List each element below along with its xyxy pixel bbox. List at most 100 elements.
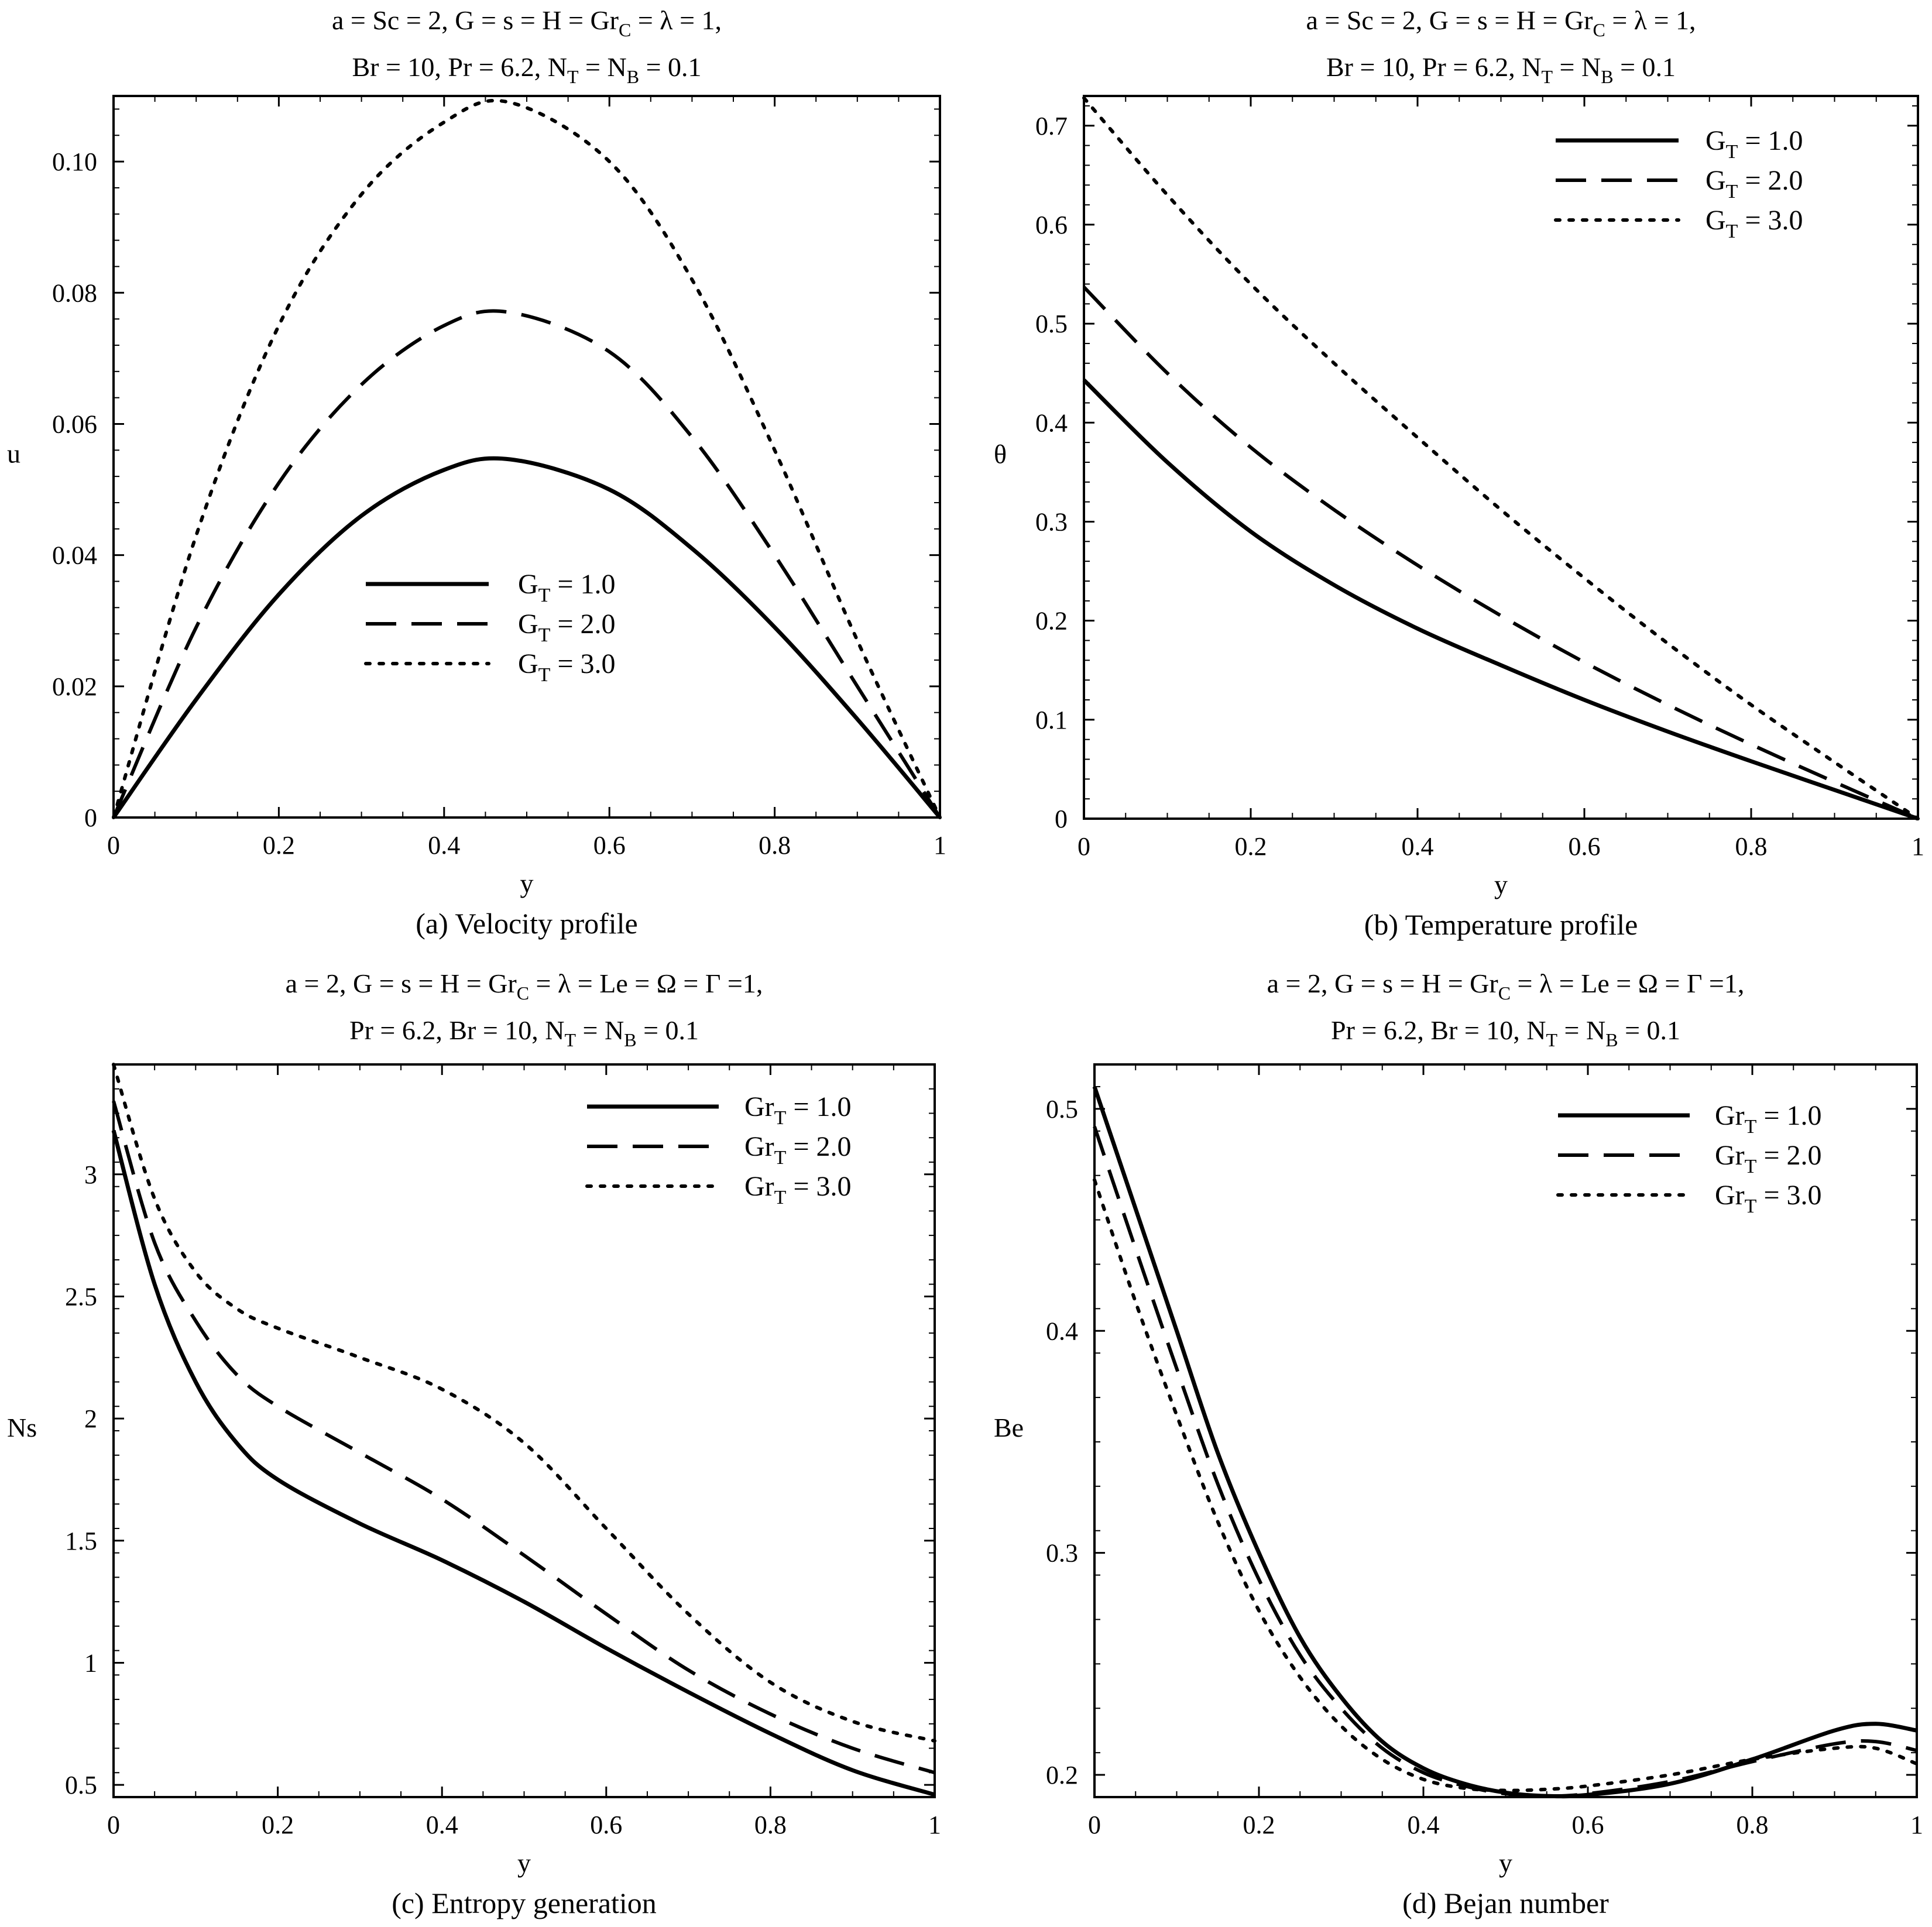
- x-tick-label: 0.8: [1737, 1811, 1769, 1839]
- title-text: a = 2, G = s = H = Gr: [286, 968, 517, 998]
- legend-value: = 2.0: [1738, 165, 1803, 196]
- y-tick-label: 0.4: [1046, 1317, 1078, 1345]
- y-tick-label: 0: [1055, 805, 1068, 833]
- title-text: Br = 10, Pr = 6.2, N: [1326, 52, 1542, 82]
- y-tick-label: 0.5: [65, 1771, 97, 1799]
- legend-label: GrT = 3.0: [744, 1171, 852, 1208]
- panel-d-bejan: a = 2, G = s = H = GrC = λ = Le = Ω = Γ …: [966, 963, 1932, 1927]
- panel-a-velocity: a = Sc = 2, G = s = H = GrC = λ = 1, Br =…: [0, 0, 966, 963]
- legend-value: = 3.0: [1756, 1180, 1821, 1211]
- x-tick-label: 0: [1088, 1811, 1101, 1839]
- legend-label: GrT = 3.0: [1715, 1180, 1822, 1217]
- legend-symbol: G: [1705, 205, 1726, 236]
- figure-caption: (d) Bejan number: [1402, 1887, 1609, 1919]
- legend-value: = 3.0: [550, 648, 615, 679]
- legend-label: GT = 1.0: [1705, 125, 1803, 163]
- x-tick-label: 1: [934, 831, 946, 860]
- title-subscript: B: [624, 1029, 636, 1050]
- y-tick-label: 1.5: [65, 1527, 97, 1555]
- title-text: = 0.1: [1618, 1015, 1680, 1045]
- legend-symbol: Gr: [1715, 1100, 1745, 1131]
- x-tick-label: 0.6: [1572, 1811, 1604, 1839]
- legend-value: = 2.0: [550, 609, 615, 640]
- title-text: = λ = 1,: [1605, 5, 1696, 35]
- chart-svg: a = 2, G = s = H = GrC = λ = Le = Ω = Γ …: [7, 968, 941, 1919]
- legend-value: = 3.0: [786, 1171, 851, 1202]
- x-tick-label: 0: [107, 1811, 120, 1839]
- title-subscript: T: [1542, 66, 1553, 87]
- legend-subscript: T: [1726, 221, 1738, 242]
- figure-caption: (c) Entropy generation: [392, 1887, 657, 1919]
- series-line-dashed: [1093, 1126, 1917, 1798]
- legend-subscript: T: [774, 1187, 787, 1208]
- legend-subscript: T: [774, 1147, 787, 1169]
- title-text: Pr = 6.2, Br = 10, N: [1331, 1015, 1546, 1045]
- y-tick-label: 0.10: [52, 147, 97, 176]
- legend-label: GrT = 2.0: [1715, 1140, 1822, 1177]
- legend-symbol: Gr: [744, 1091, 774, 1122]
- title-text: = N: [1557, 1015, 1605, 1045]
- x-axis-label: y: [520, 868, 534, 898]
- y-tick-label: 0.08: [52, 279, 97, 307]
- series-line-solid: [1082, 379, 1919, 821]
- title-text: = λ = Le = Ω = Γ =1,: [1511, 968, 1744, 998]
- y-tick-label: 0.2: [1046, 1761, 1078, 1789]
- legend-symbol: Gr: [1715, 1180, 1745, 1211]
- legend-label: GrT = 1.0: [744, 1091, 852, 1129]
- x-tick-label: 0.4: [426, 1811, 458, 1839]
- legend-value: = 1.0: [1756, 1100, 1821, 1131]
- series-line-solid: [111, 1129, 935, 1797]
- y-tick-label: 0.2: [1035, 607, 1068, 636]
- series-line-dotted: [1093, 1178, 1919, 1792]
- chart-title-line2: Pr = 6.2, Br = 10, NT = NB = 0.1: [1331, 1015, 1680, 1050]
- legend-value: = 2.0: [1756, 1140, 1821, 1171]
- legend-subscript: T: [538, 664, 551, 686]
- chart-title-line2: Pr = 6.2, Br = 10, NT = NB = 0.1: [349, 1015, 699, 1050]
- legend-label: GT = 3.0: [1705, 205, 1803, 242]
- y-tick-label: 0.3: [1035, 507, 1068, 536]
- x-tick-label: 0.2: [262, 1811, 294, 1839]
- y-axis-label: u: [7, 439, 20, 469]
- title-subscript: B: [1605, 1029, 1618, 1050]
- series-line-solid: [112, 456, 942, 819]
- x-tick-label: 0: [107, 831, 120, 860]
- title-subscript: C: [1593, 19, 1605, 40]
- x-tick-label: 1: [928, 1811, 941, 1839]
- y-tick-label: 0.02: [52, 672, 97, 701]
- y-tick-label: 2.5: [65, 1282, 97, 1311]
- legend-value: = 1.0: [550, 569, 615, 600]
- x-tick-label: 1: [1912, 832, 1924, 861]
- x-tick-label: 0.6: [1569, 832, 1601, 861]
- panel-c-entropy: a = 2, G = s = H = GrC = λ = Le = Ω = Γ …: [0, 963, 966, 1927]
- figure-caption: (b) Temperature profile: [1364, 908, 1638, 941]
- title-text: = λ = 1,: [631, 5, 722, 35]
- x-tick-label: 0.8: [1735, 832, 1768, 861]
- legend-symbol: G: [518, 609, 538, 640]
- legend-subscript: T: [538, 585, 551, 606]
- series-line-dashed: [112, 1100, 935, 1775]
- series-line-dotted: [112, 1063, 936, 1743]
- title-subscript: T: [1546, 1029, 1558, 1050]
- title-subscript: C: [517, 983, 529, 1004]
- legend-label: GrT = 2.0: [744, 1131, 852, 1169]
- legend-label: GrT = 1.0: [1715, 1100, 1822, 1138]
- title-text: Pr = 6.2, Br = 10, N: [349, 1015, 565, 1045]
- panel-b-temperature: a = Sc = 2, G = s = H = GrC = λ = 1, Br =…: [966, 0, 1932, 963]
- title-subscript: B: [627, 66, 639, 87]
- y-tick-label: 2: [84, 1404, 97, 1433]
- y-tick-label: 0.06: [52, 410, 97, 438]
- chart-title-line1: a = Sc = 2, G = s = H = GrC = λ = 1,: [332, 5, 722, 40]
- legend-subscript: T: [774, 1107, 787, 1129]
- x-axis-label: y: [1494, 870, 1508, 899]
- legend-symbol: G: [518, 648, 538, 679]
- figure-caption: (a) Velocity profile: [416, 907, 638, 940]
- y-axis-label: Ns: [7, 1413, 37, 1442]
- y-tick-label: 0.6: [1035, 211, 1068, 239]
- legend-subscript: T: [1745, 1196, 1757, 1217]
- chart-svg: a = 2, G = s = H = GrC = λ = Le = Ω = Γ …: [994, 968, 1923, 1919]
- y-tick-label: 0.3: [1046, 1539, 1078, 1568]
- legend-symbol: Gr: [1715, 1140, 1745, 1171]
- y-tick-label: 0: [84, 803, 97, 832]
- y-tick-label: 0.4: [1035, 408, 1068, 437]
- legend-symbol: G: [518, 569, 538, 600]
